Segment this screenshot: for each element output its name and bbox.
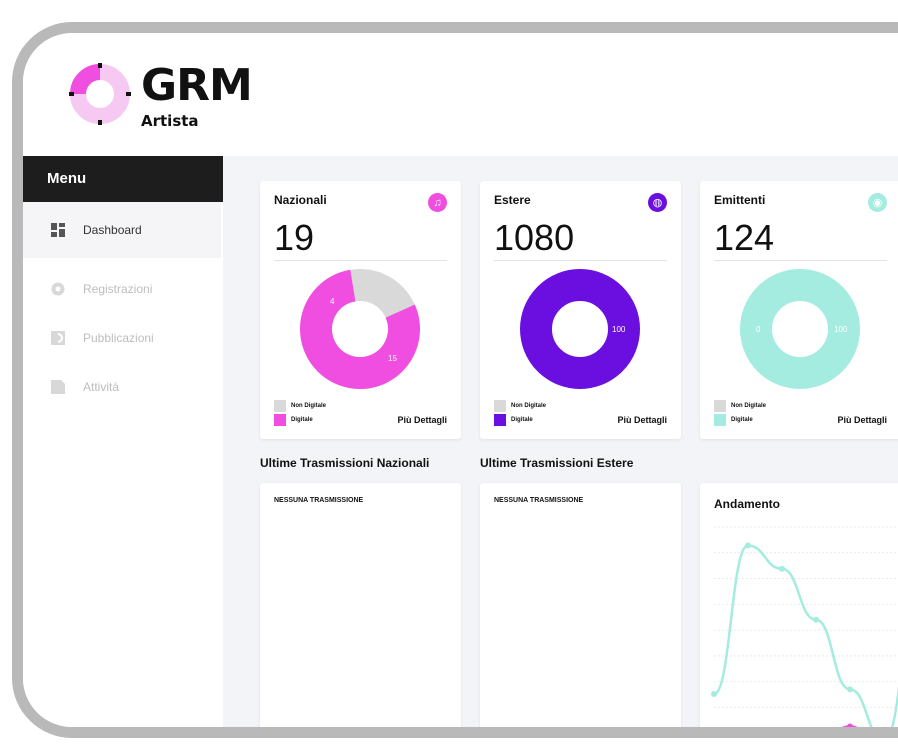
donut-label-digitale: 100 bbox=[612, 325, 626, 334]
card-title: Emittenti bbox=[714, 193, 766, 207]
file-icon bbox=[51, 380, 65, 394]
transmissions-list-nazionali: NESSUNA TRASMISSIONE bbox=[260, 483, 461, 727]
trend-point-0-5 bbox=[881, 737, 887, 738]
main-content: Nazionali ♫ 19 4 15 Non Digitale Digital… bbox=[223, 156, 898, 738]
trend-series-line-1 bbox=[842, 725, 858, 727]
sidebar-item-dashboard[interactable]: Dashboard bbox=[23, 202, 221, 258]
brand-name: GRM bbox=[141, 60, 253, 111]
trend-point-0-2 bbox=[779, 565, 785, 572]
empty-state: NESSUNA TRASMISSIONE bbox=[494, 497, 584, 504]
trend-point-0-1 bbox=[745, 542, 751, 549]
donut-segment-digitale bbox=[520, 269, 640, 389]
legend-label: Digitale bbox=[511, 417, 533, 423]
transmissions-list-estere: NESSUNA TRASMISSIONE bbox=[480, 483, 681, 727]
card-value: 19 bbox=[274, 217, 315, 258]
device-frame: GRM Artista Menu Dashboard Registrazioni… bbox=[12, 22, 898, 738]
divider bbox=[494, 260, 667, 261]
card-value: 124 bbox=[714, 217, 775, 258]
legend-label: Digitale bbox=[731, 417, 753, 423]
app-screen: GRM Artista Menu Dashboard Registrazioni… bbox=[23, 33, 898, 727]
legend-item: Digitale bbox=[274, 414, 313, 426]
sidebar: Menu Dashboard Registrazioni Pubblicazio… bbox=[23, 156, 223, 727]
trend-point-1-2 bbox=[779, 733, 785, 738]
vinyl-icon bbox=[51, 282, 65, 296]
section-title-nazionali: Ultime Trasmissioni Nazionali bbox=[260, 456, 430, 470]
card-title: Nazionali bbox=[274, 193, 327, 207]
trend-point-0-0 bbox=[711, 691, 717, 698]
trend-card: Andamento bbox=[700, 483, 898, 738]
trend-point-0-3 bbox=[813, 616, 819, 623]
sidebar-item-label: Attività bbox=[83, 380, 120, 394]
publish-icon bbox=[51, 331, 65, 345]
empty-state: NESSUNA TRASMISSIONE bbox=[274, 497, 364, 504]
more-details-link[interactable]: Più Dettagli bbox=[397, 415, 447, 425]
menu-header: Menu bbox=[23, 156, 223, 202]
trend-point-1-4 bbox=[847, 723, 853, 727]
legend-item: Non Digitale bbox=[714, 400, 766, 412]
music-note-icon[interactable]: ♫ bbox=[428, 193, 447, 212]
dashboard-icon bbox=[51, 223, 65, 237]
donut-chart: 4 15 bbox=[300, 269, 420, 389]
card-value: 1080 bbox=[494, 217, 575, 258]
stat-card-estere: Estere ◍ 1080 100 Non Digitale Digitale … bbox=[480, 181, 681, 439]
legend-item: Non Digitale bbox=[494, 400, 546, 412]
divider bbox=[714, 260, 887, 261]
broadcast-icon[interactable]: ◉ bbox=[868, 193, 887, 212]
donut-label-digitale: 15 bbox=[388, 354, 397, 363]
donut-chart: 100 bbox=[520, 269, 640, 389]
sidebar-item-label: Dashboard bbox=[83, 223, 142, 237]
legend-label: Non Digitale bbox=[291, 403, 327, 409]
trend-series-line-0 bbox=[713, 544, 898, 727]
more-details-link[interactable]: Più Dettagli bbox=[837, 415, 887, 425]
card-title: Estere bbox=[494, 193, 531, 207]
legend-label: Non Digitale bbox=[731, 403, 767, 409]
legend-label: Digitale bbox=[291, 417, 313, 423]
donut-segment-digitale bbox=[740, 269, 860, 389]
section-title-estere: Ultime Trasmissioni Estere bbox=[480, 456, 634, 470]
sidebar-item-pubblicazioni[interactable]: Pubblicazioni bbox=[23, 310, 221, 366]
trend-point-0-4 bbox=[847, 686, 853, 693]
trend-title: Andamento bbox=[714, 497, 780, 511]
legend-item: Digitale bbox=[494, 414, 533, 426]
more-details-link[interactable]: Più Dettagli bbox=[617, 415, 667, 425]
divider bbox=[274, 260, 447, 261]
grm-logo-icon bbox=[69, 63, 131, 125]
trend-chart bbox=[711, 526, 898, 738]
donut-label-non-digitale: 4 bbox=[330, 297, 335, 306]
legend-item: Non Digitale bbox=[274, 400, 326, 412]
sidebar-item-label: Registrazioni bbox=[83, 282, 153, 296]
donut-chart: 0 100 bbox=[740, 269, 860, 389]
donut-label-non-digitale: 0 bbox=[756, 325, 761, 334]
sidebar-item-registrazioni[interactable]: Registrazioni bbox=[23, 261, 221, 317]
sidebar-item-attivita[interactable]: Attività bbox=[23, 359, 221, 415]
stat-card-emittenti: Emittenti ◉ 124 0 100 Non Digitale Digit… bbox=[700, 181, 898, 439]
sidebar-item-label: Pubblicazioni bbox=[83, 331, 154, 345]
brand-subtitle: Artista bbox=[141, 112, 199, 130]
stat-card-nazionali: Nazionali ♫ 19 4 15 Non Digitale Digital… bbox=[260, 181, 461, 439]
globe-icon[interactable]: ◍ bbox=[648, 193, 667, 212]
donut-label-digitale: 100 bbox=[834, 325, 848, 334]
legend-label: Non Digitale bbox=[511, 403, 547, 409]
legend-item: Digitale bbox=[714, 414, 753, 426]
